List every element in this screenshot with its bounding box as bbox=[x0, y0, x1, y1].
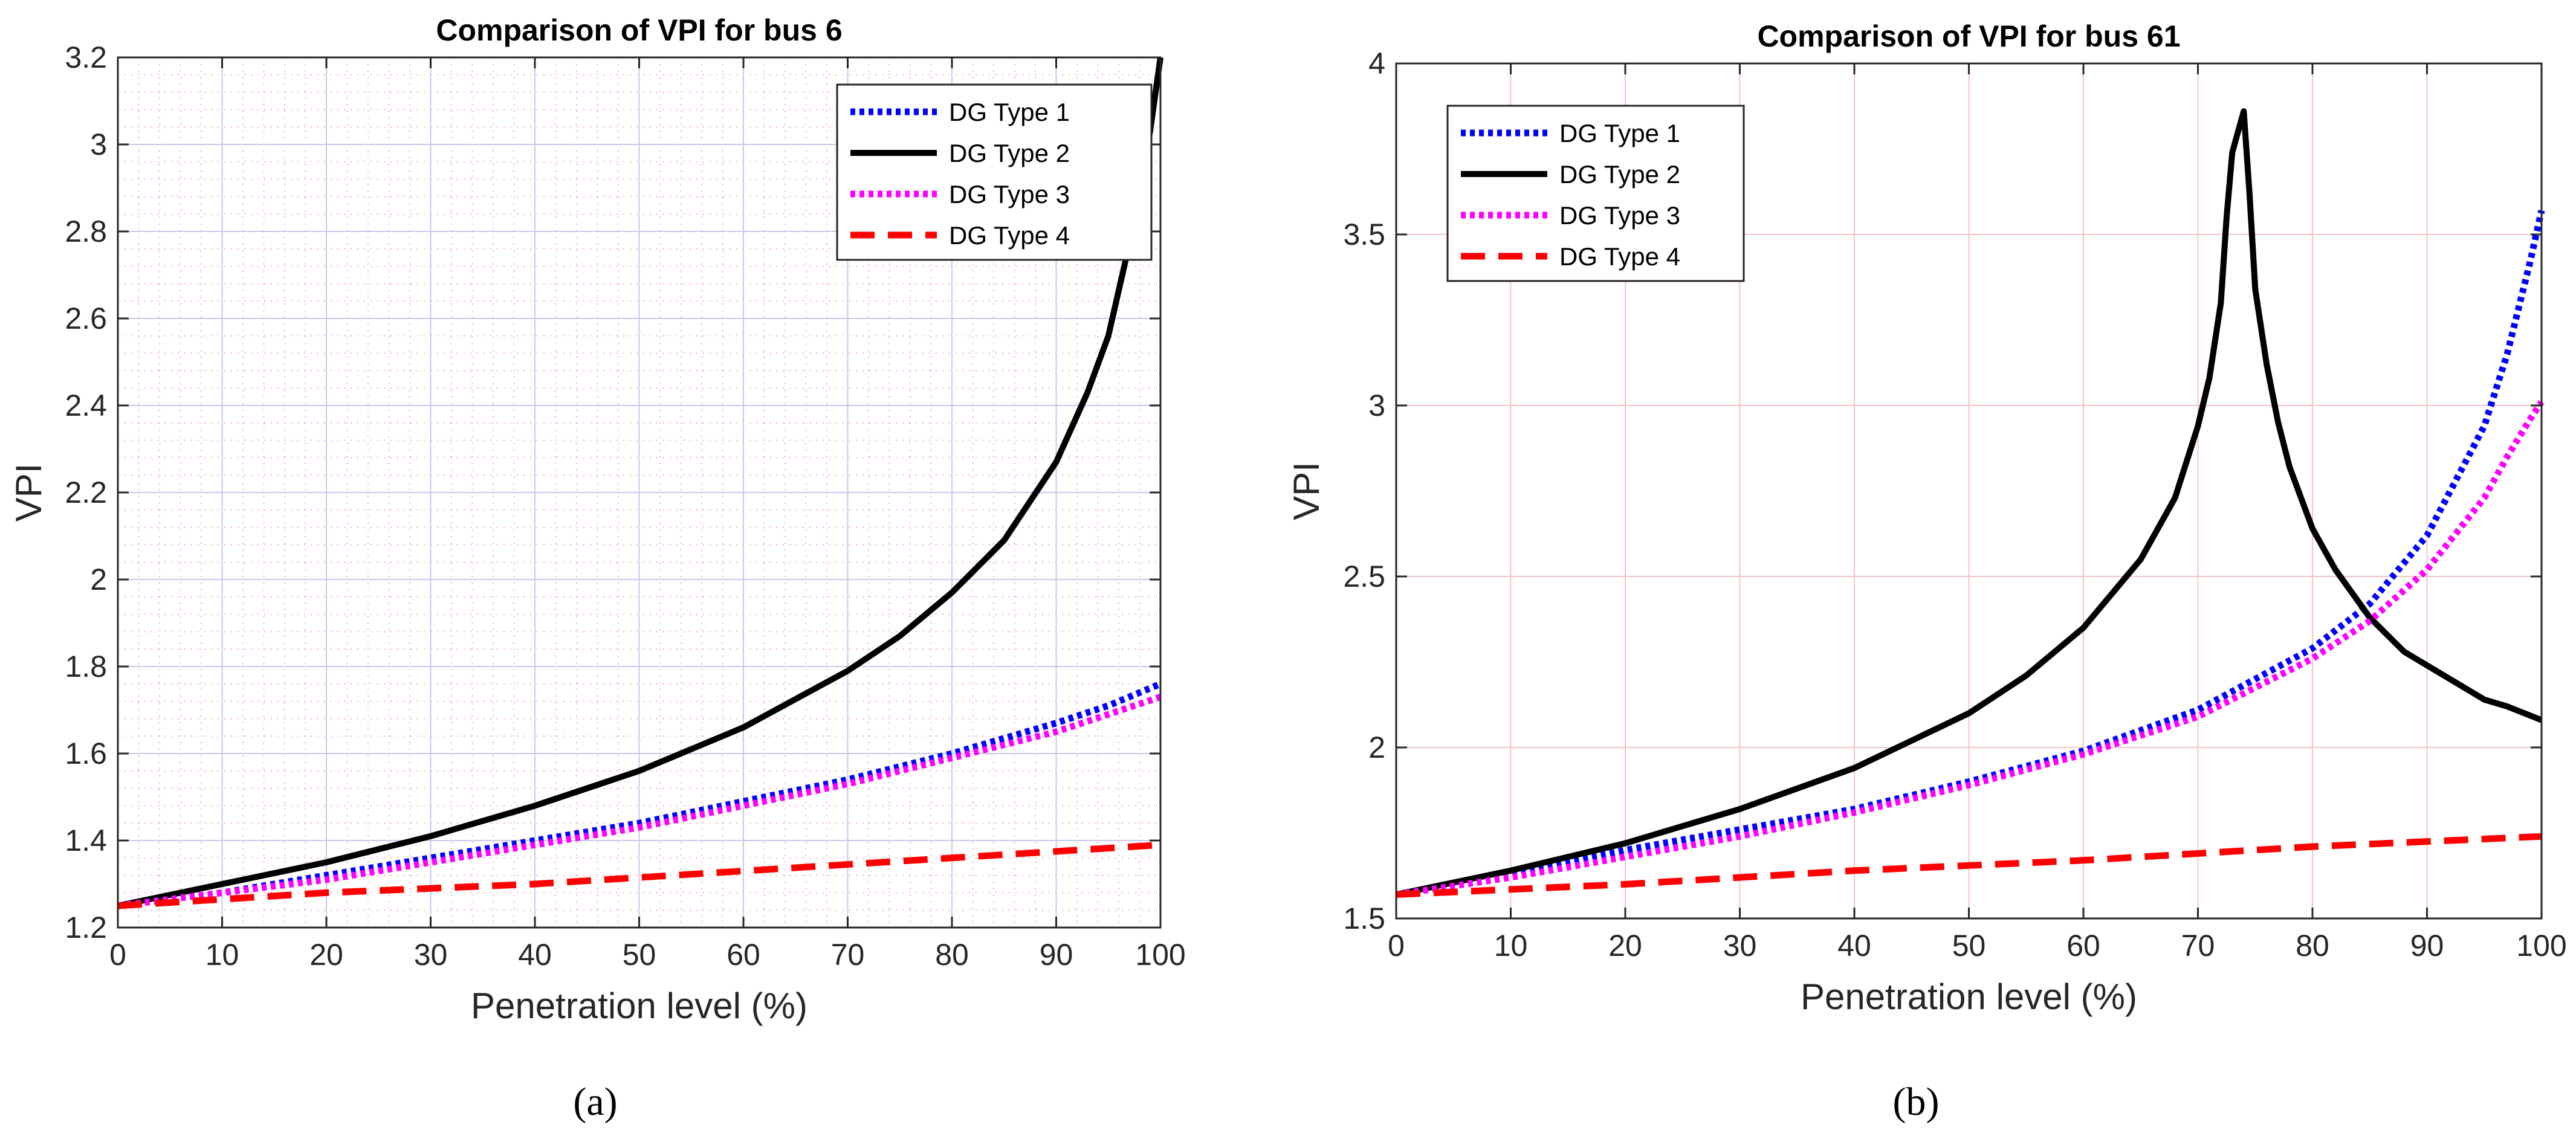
y-tick-label: 2.6 bbox=[65, 302, 107, 335]
panel-caption: (a) bbox=[573, 1080, 617, 1124]
x-tick-label: 70 bbox=[831, 938, 865, 972]
x-axis-label: Penetration level (%) bbox=[1801, 976, 2137, 1017]
x-tick-label: 30 bbox=[1723, 929, 1757, 963]
y-tick-label: 3 bbox=[1368, 389, 1385, 422]
series-line-3 bbox=[1396, 400, 2545, 898]
x-tick-label: 60 bbox=[727, 938, 760, 972]
y-tick-label: 1.6 bbox=[65, 737, 107, 770]
series-line-2 bbox=[1395, 108, 2543, 898]
legend-label-3: DG Type 3 bbox=[949, 180, 1070, 208]
x-tick-label: 50 bbox=[1952, 929, 1986, 963]
legend: DG Type 1 DG Type 2 DG Type 3 DG Type 4 bbox=[1446, 105, 1745, 282]
y-tick-label: 3 bbox=[90, 127, 107, 161]
x-tick-label: 0 bbox=[109, 938, 126, 972]
x-tick-label: 100 bbox=[1135, 938, 1185, 972]
y-tick-label: 1.5 bbox=[1343, 902, 1385, 935]
panel-b: 0 10 20 30 40 50 60 70 80 90 100 1.5 2 2.5 3 3.5 4 Compar… bbox=[1286, 19, 2567, 1124]
series-line-1 bbox=[1396, 210, 2545, 898]
x-tick-label: 10 bbox=[205, 938, 239, 972]
x-tick-label: 40 bbox=[1837, 929, 1871, 963]
y-tick-label: 1.8 bbox=[65, 650, 107, 683]
y-tick-label: 2 bbox=[1368, 731, 1385, 764]
legend-label-3: DG Type 3 bbox=[1559, 201, 1680, 230]
series-line-4 bbox=[117, 841, 1161, 909]
legend-label-4: DG Type 4 bbox=[949, 221, 1070, 250]
legend-label-4: DG Type 4 bbox=[1559, 242, 1680, 271]
chart-title: Comparison of VPI for bus 6 bbox=[436, 13, 842, 47]
legend-label-1: DG Type 1 bbox=[949, 98, 1070, 126]
panel-caption: (b) bbox=[1893, 1080, 1940, 1124]
y-tick-label: 2.2 bbox=[65, 476, 107, 509]
x-tick-label: 100 bbox=[2516, 929, 2566, 963]
x-tick-label: 50 bbox=[623, 938, 656, 972]
panel-a: 0 10 20 30 40 50 60 70 80 90 100 1.2 1.4 1.6 1.8 2 2.2 2.… bbox=[8, 13, 1186, 1124]
legend: DG Type 1 DG Type 2 DG Type 3 DG Type 4 bbox=[836, 83, 1153, 261]
legend-label-1: DG Type 1 bbox=[1559, 119, 1680, 147]
y-tick-label: 2.5 bbox=[1343, 560, 1385, 593]
x-tick-label: 20 bbox=[1608, 929, 1642, 963]
x-tick-label: 40 bbox=[518, 938, 552, 972]
y-tick-label: 2.4 bbox=[65, 389, 107, 422]
x-tick-label: 60 bbox=[2066, 929, 2100, 963]
y-tick-label: 1.2 bbox=[65, 911, 107, 944]
x-tick-label: 90 bbox=[1040, 938, 1073, 972]
y-axis-label: VPI bbox=[1286, 462, 1327, 520]
y-tick-label: 3.2 bbox=[65, 40, 107, 74]
series-line-3 bbox=[117, 694, 1162, 909]
x-axis-label: Penetration level (%) bbox=[471, 986, 807, 1026]
x-tick-label: 70 bbox=[2181, 929, 2215, 963]
x-tick-label: 30 bbox=[414, 938, 448, 972]
y-tick-label: 2.8 bbox=[65, 215, 107, 248]
x-tick-label: 90 bbox=[2410, 929, 2444, 963]
y-tick-label: 2 bbox=[90, 563, 107, 596]
x-tick-label: 10 bbox=[1494, 929, 1528, 963]
series-line-1 bbox=[117, 680, 1162, 909]
legend-box bbox=[1446, 105, 1745, 282]
chart-title: Comparison of VPI for bus 61 bbox=[1757, 19, 2180, 53]
x-tick-label: 20 bbox=[309, 938, 343, 972]
x-tick-label: 0 bbox=[1388, 929, 1405, 963]
legend-label-2: DG Type 2 bbox=[949, 139, 1070, 167]
y-axis-label: VPI bbox=[8, 463, 49, 522]
y-tick-label: 3.5 bbox=[1343, 218, 1385, 251]
series-line-4 bbox=[1396, 833, 2542, 898]
legend-label-2: DG Type 2 bbox=[1559, 160, 1680, 189]
y-tick-label: 1.4 bbox=[65, 824, 107, 857]
x-tick-label: 80 bbox=[2296, 929, 2329, 963]
y-tick-label: 4 bbox=[1368, 47, 1385, 80]
x-tick-label: 80 bbox=[935, 938, 969, 972]
